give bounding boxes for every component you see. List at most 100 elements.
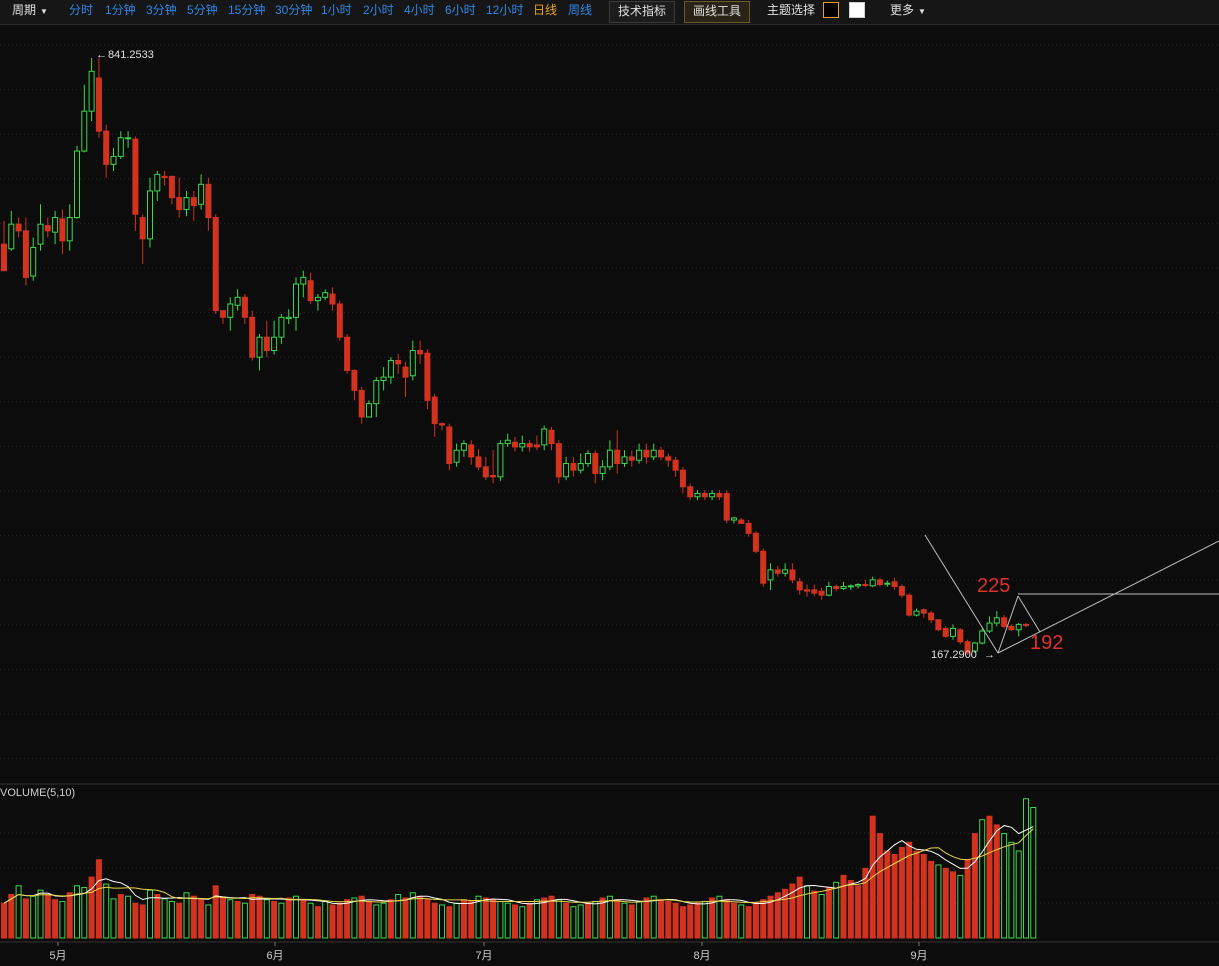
volume-bar[interactable]	[745, 906, 752, 939]
candle-body[interactable]	[767, 569, 774, 581]
volume-bar[interactable]	[752, 902, 759, 939]
candle-body[interactable]	[490, 474, 497, 478]
candle-body[interactable]	[614, 449, 621, 465]
candle-body[interactable]	[833, 586, 840, 590]
candle-body[interactable]	[811, 589, 818, 594]
volume-bar[interactable]	[512, 904, 518, 939]
candle-body[interactable]	[723, 492, 730, 521]
candle-body[interactable]	[913, 610, 920, 616]
candle-body[interactable]	[701, 492, 708, 498]
candle-body[interactable]	[198, 183, 205, 205]
candle-body[interactable]	[869, 579, 876, 587]
volume-bar[interactable]	[110, 898, 117, 939]
interval-9[interactable]: 6小时	[445, 3, 476, 17]
candle-body[interactable]	[497, 443, 504, 478]
volume-bar[interactable]	[1, 902, 7, 939]
candle-body[interactable]	[533, 444, 540, 448]
volume-bar[interactable]	[1030, 807, 1037, 939]
candle-body[interactable]	[424, 352, 431, 401]
volume-bar[interactable]	[555, 899, 562, 939]
volume-bar[interactable]	[687, 904, 694, 939]
volume-bar[interactable]	[293, 895, 299, 939]
candle-body[interactable]	[1015, 623, 1022, 631]
candle-body[interactable]	[88, 70, 95, 112]
candle-body[interactable]	[847, 585, 854, 588]
volume-bar[interactable]	[220, 897, 226, 939]
channel-line[interactable]	[997, 540, 1219, 654]
volume-bar[interactable]	[117, 894, 124, 939]
interval-12[interactable]: 周线	[568, 3, 593, 17]
candle-body[interactable]	[373, 379, 380, 405]
volume-bar[interactable]	[957, 874, 964, 939]
candle-body[interactable]	[212, 217, 219, 312]
candle-body[interactable]	[329, 293, 336, 305]
candle-body[interactable]	[307, 280, 314, 302]
candle-body[interactable]	[234, 296, 241, 306]
volume-bar[interactable]	[621, 902, 628, 939]
candle-body[interactable]	[110, 155, 117, 165]
candle-body[interactable]	[628, 456, 635, 461]
volume-bar[interactable]	[103, 883, 110, 939]
volume-bar[interactable]	[358, 895, 365, 939]
volume-bar[interactable]	[81, 887, 88, 939]
volume-bar[interactable]	[1015, 850, 1022, 939]
volume-bar[interactable]	[322, 900, 329, 939]
trend-line-down[interactable]	[924, 534, 999, 654]
volume-bar[interactable]	[898, 847, 905, 939]
volume-bar[interactable]	[30, 895, 37, 939]
candle-body[interactable]	[395, 359, 402, 365]
volume-bar[interactable]	[125, 895, 132, 939]
candle-body[interactable]	[358, 389, 365, 418]
candle-body[interactable]	[468, 444, 475, 458]
candle-body[interactable]	[979, 630, 986, 644]
volume-bar[interactable]	[227, 899, 234, 939]
volume-bar[interactable]	[59, 900, 66, 939]
volume-bar[interactable]	[446, 906, 453, 939]
candle-body[interactable]	[147, 190, 153, 240]
volume-bar[interactable]	[971, 833, 978, 939]
candle-body[interactable]	[636, 449, 643, 461]
candle-body[interactable]	[409, 350, 416, 377]
volume-bar[interactable]	[519, 906, 526, 939]
candle-body[interactable]	[782, 569, 789, 574]
candle-body[interactable]	[139, 217, 146, 240]
volume-bar[interactable]	[825, 887, 832, 939]
interval-7[interactable]: 2小时	[363, 3, 394, 17]
volume-bar[interactable]	[44, 894, 51, 939]
candle-body[interactable]	[453, 449, 460, 463]
volume-bar[interactable]	[190, 895, 197, 939]
volume-bar[interactable]	[628, 904, 635, 939]
volume-bar[interactable]	[37, 889, 44, 939]
candle-body[interactable]	[898, 586, 905, 596]
volume-bar[interactable]	[15, 885, 22, 939]
candle-body[interactable]	[446, 426, 453, 465]
interval-10[interactable]: 12小时	[486, 3, 524, 17]
candle-body[interactable]	[417, 350, 424, 355]
volume-bar[interactable]	[154, 894, 161, 939]
volume-bar[interactable]	[329, 904, 336, 939]
volume-bar[interactable]	[271, 900, 278, 939]
candle-body[interactable]	[285, 316, 292, 320]
candle-body[interactable]	[190, 197, 197, 207]
volume-bar[interactable]	[789, 883, 796, 939]
candle-body[interactable]	[387, 359, 394, 378]
volume-bar[interactable]	[563, 902, 570, 939]
indicator-button[interactable]: 技术指标	[609, 1, 676, 23]
candle-body[interactable]	[694, 492, 701, 498]
volume-bar[interactable]	[920, 853, 927, 939]
interval-1[interactable]: 1分钟	[105, 3, 136, 17]
candle-body[interactable]	[906, 594, 913, 616]
volume-bar[interactable]	[395, 894, 402, 939]
volume-bar[interactable]	[585, 902, 591, 939]
candle-body[interactable]	[971, 642, 978, 652]
volume-bar[interactable]	[979, 819, 986, 939]
candle-body[interactable]	[606, 449, 613, 468]
volume-bar[interactable]	[833, 881, 840, 939]
interval-6[interactable]: 1小时	[321, 3, 352, 17]
volume-bar[interactable]	[409, 892, 416, 939]
volume-bar[interactable]	[1008, 841, 1015, 939]
volume-bar[interactable]	[672, 902, 679, 939]
candle-body[interactable]	[227, 303, 234, 318]
volume-bar[interactable]	[52, 899, 59, 939]
candle-body[interactable]	[176, 197, 183, 211]
